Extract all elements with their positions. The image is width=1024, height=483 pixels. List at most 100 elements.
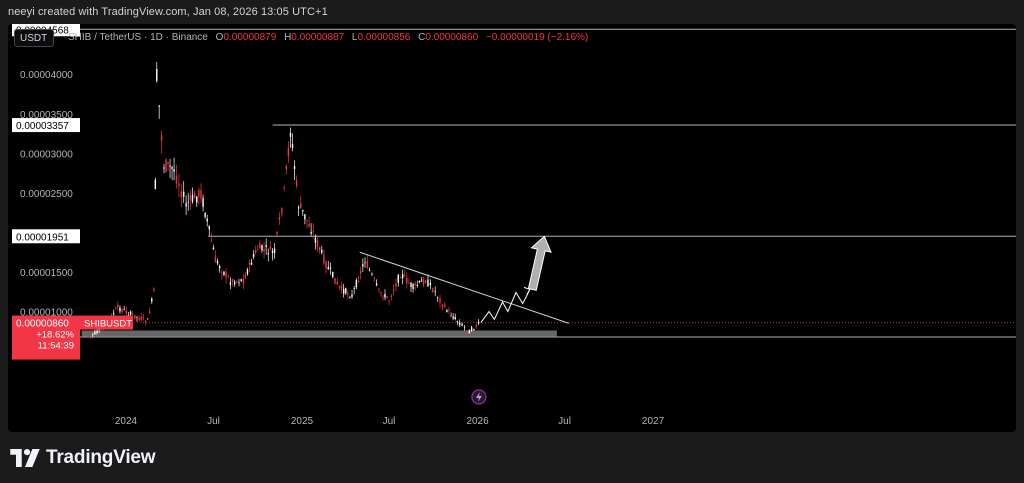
projection-path[interactable] (480, 289, 531, 323)
candle-body (444, 304, 446, 307)
candle-body (388, 300, 390, 302)
ohlc-legend: SHIB / TetherUS · 1D · Binance O0.000008… (68, 32, 588, 43)
x-axis-tick-label: Jul (207, 416, 220, 427)
candle-body (429, 282, 432, 286)
projection-arrow[interactable] (527, 235, 552, 291)
price-chart[interactable]: 0.000045680.000033570.000019510.00000677… (8, 24, 1016, 432)
legend-close-label: C (418, 32, 426, 43)
candle-body (285, 165, 287, 170)
candle-body (310, 231, 312, 234)
candle-body (163, 167, 165, 169)
candle-body (278, 217, 281, 220)
candle-body (271, 250, 274, 253)
y-axis-tick-label: 0.00003000 (20, 149, 73, 160)
legend-change: −0.00000019 (−2.16%) (485, 32, 589, 43)
candle-body (214, 256, 217, 263)
candle-body (318, 247, 321, 251)
candle-body (452, 316, 454, 319)
candle-body (160, 135, 163, 141)
chart-credit: neeyi created with TradingView.com, Jan … (8, 6, 328, 18)
candle-body (422, 279, 425, 285)
descending-trendline[interactable] (359, 251, 570, 324)
legend-low-value: 0.00000856 (357, 32, 411, 43)
tradingview-brand: TradingView (46, 447, 156, 468)
candle-body (291, 144, 294, 148)
candle-body (392, 289, 395, 292)
candle-body (386, 296, 388, 298)
candle-body (196, 196, 198, 203)
candle-body (185, 203, 187, 207)
candle-body (123, 309, 125, 311)
legend-symbol[interactable]: SHIB / TetherUS · 1D · Binance (68, 32, 208, 43)
candle-body (140, 316, 142, 321)
candle-body (240, 279, 242, 282)
candle-body (250, 262, 253, 265)
candle-body (380, 292, 382, 294)
candle-body (448, 309, 450, 311)
candle-body (223, 271, 225, 275)
candle-body (225, 272, 227, 278)
candle-body (306, 219, 308, 222)
chart-panel[interactable]: 0.000045680.000033570.000019510.00000677… (8, 24, 1016, 432)
y-axis-tick-label: 0.00003500 (20, 110, 73, 121)
candle-body (151, 298, 153, 302)
candle-body (281, 208, 283, 214)
candle-body (432, 288, 434, 292)
candle-body (293, 166, 296, 169)
candle-body (327, 267, 329, 270)
candle-body (193, 193, 196, 199)
y-axis-tick-label: 0.00004000 (20, 70, 73, 81)
x-axis-tick-label: 2027 (642, 416, 665, 427)
candle-body (373, 278, 375, 280)
candle-body (308, 223, 310, 227)
candle-body (375, 283, 378, 286)
candle-body (420, 280, 423, 282)
price-level-label: 0.00003357 (16, 121, 69, 132)
support-zone[interactable] (81, 330, 557, 338)
candle-body (219, 266, 221, 269)
candle-body (463, 326, 466, 328)
candle-body (238, 282, 240, 284)
candle-body (456, 321, 459, 323)
candle-body (246, 269, 249, 275)
y-axis-tick-label: 0.00001000 (20, 308, 73, 319)
candle-body (418, 280, 421, 283)
candle-body (92, 334, 94, 335)
y-axis-tick-label: 0.00002500 (20, 189, 73, 200)
candle-body (149, 311, 151, 314)
candle-body (273, 248, 276, 254)
candle-body (121, 309, 123, 312)
candle-body (156, 69, 158, 81)
candle-body (208, 225, 210, 230)
candle-body (295, 180, 298, 186)
candle-body (468, 329, 471, 334)
candle-body (323, 254, 325, 264)
candle-body (371, 273, 373, 275)
candle-body (231, 279, 234, 282)
candle-body (206, 218, 208, 222)
candle-body (466, 330, 468, 332)
candle-body (366, 261, 369, 268)
candle-body (265, 245, 267, 247)
candle-body (340, 285, 343, 290)
currency-selector[interactable]: USDT (14, 29, 54, 47)
candle-body (384, 294, 386, 298)
candle-body (180, 191, 183, 198)
candle-body (414, 283, 416, 286)
candle-body (254, 250, 257, 253)
candle-body (390, 295, 393, 298)
candle-body (312, 231, 314, 233)
candle-body (454, 317, 456, 320)
candle-body (187, 202, 189, 204)
candle-body (300, 203, 302, 209)
candle-body (261, 245, 263, 251)
candle-body (248, 262, 251, 265)
candle-body (236, 281, 238, 282)
candle-body (227, 276, 229, 278)
candle-body (353, 287, 355, 289)
tradingview-logo[interactable]: TradingView (10, 447, 156, 469)
candle-body (368, 270, 371, 271)
candle-body (146, 318, 149, 320)
candle-body (113, 313, 115, 315)
legend-open-value: 0.00000879 (223, 32, 277, 43)
